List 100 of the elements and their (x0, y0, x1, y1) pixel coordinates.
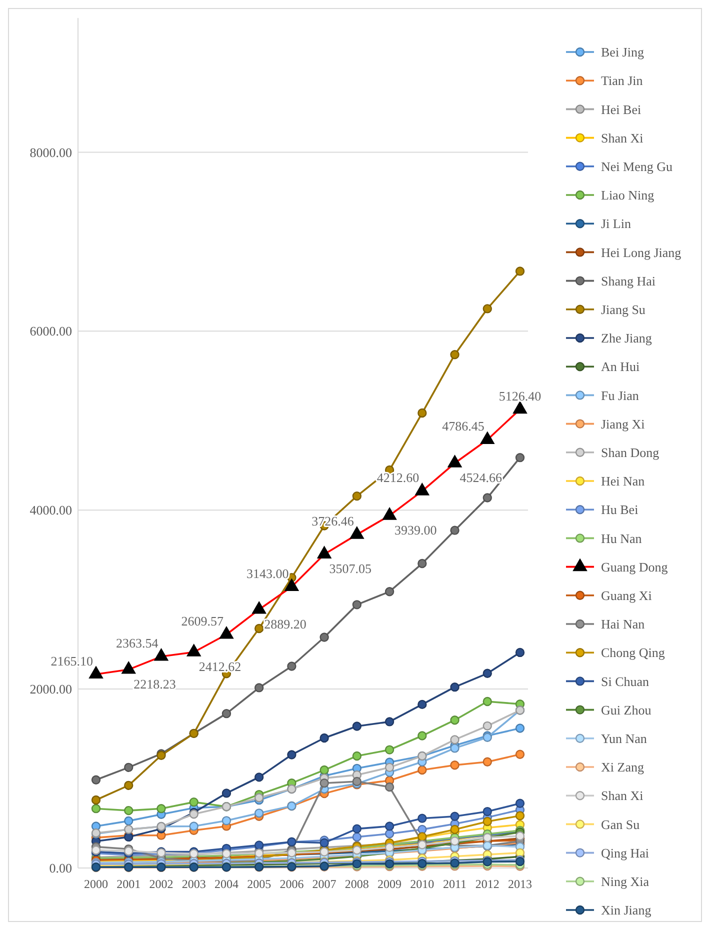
point (384, 762, 394, 772)
legend-label: Hei Long Jiang (601, 244, 682, 260)
point (515, 798, 525, 808)
data-label: 2165.10 (50, 653, 93, 668)
point (254, 624, 264, 634)
legend-label: Shan Xi (601, 788, 644, 804)
legend-label: Hei Bei (601, 102, 642, 117)
point (418, 700, 427, 710)
legend-label: Shan Dong (601, 444, 660, 460)
legend-label: Hu Bei (601, 502, 639, 518)
legend-label: Hei Nan (601, 474, 646, 489)
legend-label: Gui Zhou (601, 702, 652, 718)
legend-label: Si Chuan (601, 674, 650, 689)
point (450, 682, 460, 692)
point (418, 408, 427, 418)
x-tick-label: 2005 (247, 877, 272, 891)
point (254, 772, 264, 782)
x-tick-label: 2012 (475, 877, 500, 891)
legend-label: Hu Nan (601, 530, 642, 546)
legend-label: Fu Jian (601, 388, 640, 403)
data-label: 3507.05 (329, 561, 372, 576)
point (91, 795, 101, 805)
legend-label: Xin Jiang (601, 902, 652, 918)
legend-label: Gan Su (601, 816, 640, 832)
point (482, 757, 492, 766)
x-tick-label: 2010 (410, 877, 434, 891)
point (515, 724, 525, 733)
point (482, 816, 492, 826)
legend-label: Shan Xi (601, 130, 644, 146)
data-label: 3143.00 (246, 566, 289, 581)
x-tick-label: 2006 (280, 877, 304, 891)
point (482, 304, 492, 314)
point (384, 782, 394, 792)
legend-label: Shang Hai (601, 273, 656, 288)
y-tick-label: 0.00 (49, 860, 72, 876)
legend-label: Jiang Su (601, 302, 646, 317)
data-label: 2889.20 (264, 616, 306, 632)
point (418, 558, 427, 568)
point (515, 266, 525, 276)
point (450, 744, 460, 753)
legend-label: An Hui (601, 359, 640, 374)
legend-label: Guang Dong (601, 559, 668, 574)
point (450, 716, 460, 725)
legend-label: Tian Jin (601, 73, 644, 88)
point (450, 812, 460, 821)
point (482, 493, 492, 502)
point (450, 735, 460, 744)
point (352, 832, 362, 842)
data-label: 4786.45 (442, 418, 484, 434)
y-tick-label: 4000.00 (30, 502, 72, 518)
x-tick-label: 2008 (344, 877, 369, 891)
point (384, 745, 394, 754)
point (384, 822, 394, 831)
legend-label: Bei Jing (601, 44, 644, 60)
x-tick-label: 2013 (508, 877, 532, 891)
x-tick-label: 2004 (214, 877, 238, 891)
point (222, 816, 232, 826)
point (352, 491, 362, 501)
x-tick-label: 2002 (149, 877, 174, 891)
legend-label: Xi Zang (601, 760, 644, 775)
point (450, 824, 460, 834)
legend-label: Yun Nan (601, 730, 648, 746)
point (254, 808, 264, 818)
point (320, 765, 329, 775)
x-tick-label: 2011 (442, 877, 467, 891)
legend-label: Hai Nan (601, 616, 646, 632)
y-tick-label: 6000.00 (30, 324, 72, 339)
point (124, 816, 134, 826)
x-tick-label: 2007 (312, 877, 336, 891)
point (384, 717, 394, 726)
point (156, 804, 166, 814)
point (515, 831, 525, 841)
point (450, 760, 460, 770)
legend-label: Jiang Xi (601, 416, 646, 432)
point (124, 806, 134, 816)
point (91, 804, 101, 814)
point (320, 838, 329, 848)
data-label: 2609.57 (181, 614, 224, 629)
y-tick-label: 2000.00 (30, 682, 72, 697)
x-tick-label: 2009 (378, 877, 402, 891)
point (320, 733, 329, 743)
point (515, 811, 525, 820)
legend-label: Ning Xia (601, 874, 650, 889)
point (124, 780, 134, 790)
x-tick-label: 2001 (116, 877, 141, 891)
point (287, 750, 296, 760)
legend-label: Guang Xi (601, 588, 652, 603)
data-label: 2218.23 (134, 676, 176, 692)
point (450, 526, 460, 535)
data-label: 5126.40 (498, 388, 542, 404)
legend-label: Ji Lin (601, 216, 632, 232)
data-label: 4524.66 (460, 470, 503, 486)
point (515, 648, 525, 658)
point (222, 708, 232, 718)
point (91, 775, 101, 784)
point (515, 750, 525, 759)
point (482, 668, 492, 678)
point (515, 453, 525, 462)
point (450, 350, 460, 360)
point (352, 776, 362, 786)
